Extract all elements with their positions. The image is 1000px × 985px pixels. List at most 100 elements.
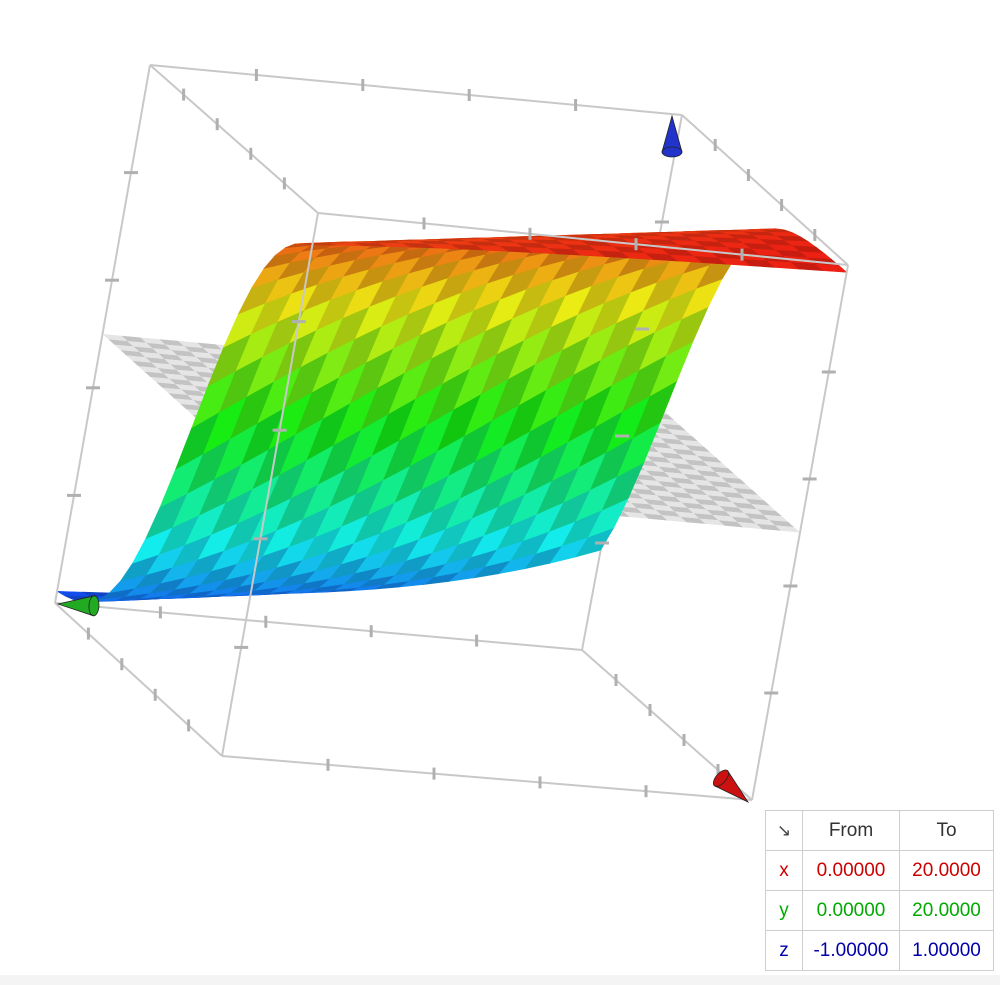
- plane-cell: [745, 498, 770, 506]
- plane-cell: [151, 362, 177, 370]
- plane-cell: [672, 448, 698, 456]
- plane-cell: [165, 344, 191, 352]
- plane-cell: [663, 486, 689, 494]
- plane-cell: [168, 393, 194, 401]
- box-edge: [149, 64, 683, 116]
- box-edge: [751, 264, 849, 801]
- plane-cell: [177, 355, 203, 363]
- plane-cell: [678, 454, 704, 462]
- plane-cell: [144, 371, 170, 379]
- box-edge: [54, 64, 151, 604]
- plane-cell: [163, 373, 189, 381]
- plane-cell: [188, 380, 214, 388]
- plane-cell: [189, 366, 215, 374]
- plane-cell: [675, 497, 701, 505]
- plane-cell: [706, 509, 732, 517]
- plane-cell: [659, 452, 685, 460]
- plane-cell: [126, 355, 152, 363]
- plane-cell: [775, 525, 800, 533]
- plane-cell: [661, 423, 686, 431]
- plane-cell: [623, 511, 649, 519]
- plane-cell: [653, 446, 679, 455]
- plane-cell: [695, 484, 721, 492]
- plane-cell: [108, 339, 134, 347]
- plane-cell: [647, 441, 673, 449]
- plane-cell: [685, 445, 710, 453]
- plane-cell: [699, 518, 725, 526]
- plane-cell: [669, 491, 695, 499]
- plane-cell: [674, 511, 700, 519]
- plane-cell: [666, 443, 692, 451]
- plane-cell: [726, 496, 752, 504]
- plane-cell: [649, 504, 675, 512]
- plane-cell: [670, 477, 696, 485]
- box-edge: [681, 114, 849, 266]
- range-table-corner[interactable]: ↘: [765, 810, 803, 851]
- plane-cell: [715, 471, 740, 479]
- z-to-value[interactable]: 1.00000: [899, 930, 994, 971]
- plane-cell: [644, 484, 670, 492]
- plane-cell: [696, 470, 722, 478]
- plane-cell: [631, 488, 657, 496]
- plane-cell: [146, 342, 172, 350]
- plane-cell: [689, 479, 715, 487]
- y-axis-arrow-base: [88, 595, 100, 617]
- axis-label-y: y: [765, 890, 803, 931]
- plane-cell: [152, 348, 178, 356]
- plane-cell: [676, 482, 702, 490]
- plane-cell: [737, 521, 763, 530]
- plane-cell: [727, 482, 752, 490]
- plane-cell: [673, 434, 698, 442]
- x-to-value[interactable]: 20.0000: [899, 850, 994, 891]
- plane-cell: [645, 470, 671, 478]
- plane-cell: [175, 384, 201, 392]
- plane-cell: [197, 342, 222, 350]
- plane-cell: [680, 516, 706, 524]
- axis-ticks: [67, 69, 836, 798]
- plane-cell: [709, 466, 734, 474]
- plane-cell: [738, 507, 764, 515]
- plane-cell: [720, 491, 746, 499]
- plane-cell: [617, 506, 643, 514]
- plane-cell: [184, 346, 210, 354]
- z-from-value[interactable]: -1.00000: [802, 930, 900, 971]
- plane-cell: [132, 360, 158, 368]
- plane-cell: [665, 457, 691, 465]
- plane-cell: [700, 504, 726, 512]
- plane-cell: [712, 514, 738, 522]
- bounding-box-front: [54, 64, 849, 801]
- diagonal-arrow-icon[interactable]: ↘: [776, 820, 792, 841]
- plane-cell: [664, 472, 690, 480]
- plane-cell: [744, 512, 770, 521]
- plane-cell: [671, 463, 697, 471]
- plane-cell: [183, 360, 209, 368]
- plane-cell: [102, 334, 128, 342]
- plane-cell: [174, 398, 200, 406]
- plane-cell: [133, 346, 159, 354]
- plane-cell: [196, 357, 221, 365]
- plane-cell: [624, 497, 650, 505]
- plane-cell: [170, 364, 196, 372]
- plane-cell: [668, 506, 694, 514]
- plane-cell: [657, 481, 683, 489]
- plane-cell: [661, 515, 687, 523]
- plane-cell: [702, 475, 728, 483]
- y-from-value[interactable]: 0.00000: [802, 890, 900, 931]
- x-from-value[interactable]: 0.00000: [802, 850, 900, 891]
- plane-cell: [632, 473, 658, 482]
- plane-cell: [693, 513, 719, 521]
- box-edge: [221, 212, 319, 757]
- plane-cell: [650, 490, 676, 498]
- plane-cell: [162, 387, 188, 395]
- plane-cell: [750, 518, 776, 526]
- plane-cell: [158, 353, 184, 361]
- y-to-value[interactable]: 20.0000: [899, 890, 994, 931]
- plane-cell: [677, 468, 703, 476]
- plane-cell: [169, 378, 195, 386]
- plane-cell: [679, 439, 704, 447]
- plane-cell: [690, 464, 716, 472]
- plane-cell: [655, 509, 681, 517]
- plane-cell: [630, 502, 656, 510]
- box-edge: [54, 602, 223, 757]
